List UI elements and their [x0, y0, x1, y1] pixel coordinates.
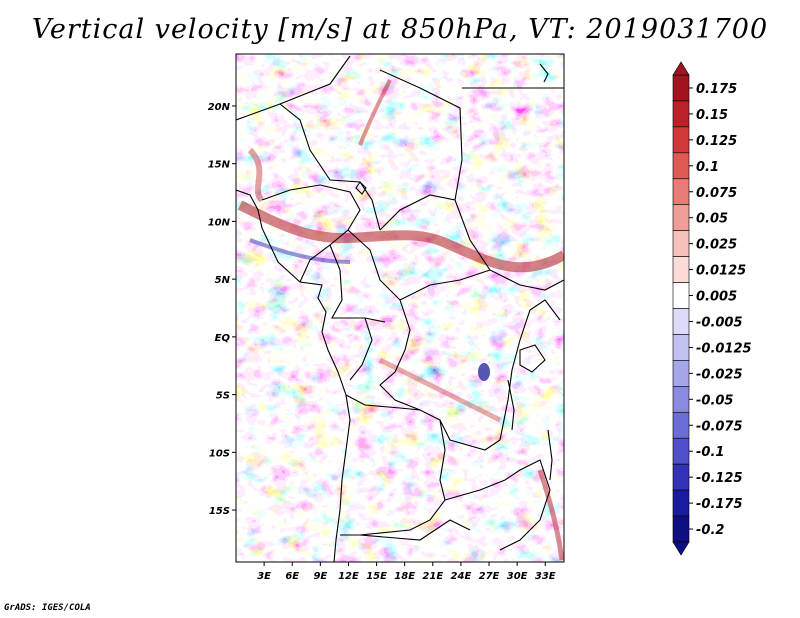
- border-angola: [345, 394, 421, 411]
- map-border: [235, 53, 565, 563]
- colorbar-swatch: [672, 489, 690, 517]
- colorbar-label: -0.2: [696, 523, 724, 538]
- colorbar-swatch: [672, 256, 690, 283]
- colorbar-label: 0.15: [696, 108, 728, 123]
- border-east: [499, 299, 561, 441]
- updraft-streak-congo: [378, 357, 502, 423]
- border-libya: [379, 69, 463, 201]
- longitude-axis: 3E 6E 9E 12E 15E 18E 21E 24E 27E 30E 33E: [257, 562, 556, 582]
- colorbar-swatch: [672, 463, 690, 491]
- colorbar-swatch: [672, 100, 690, 128]
- updraft-streak-se: [537, 469, 564, 561]
- lat-tick-label: 15S: [209, 506, 230, 517]
- lake-chad: [355, 181, 367, 195]
- lat-tick-label: 10N: [208, 217, 231, 228]
- colorbar-swatch: [672, 411, 690, 439]
- vertical-velocity-field: [236, 54, 564, 562]
- lat-tick-label: 5N: [215, 275, 231, 286]
- colorbar-label: -0.005: [696, 315, 743, 330]
- latitude-axis: 20N 15N 10N 5N EQ 5S 10S 15S: [208, 102, 236, 517]
- updraft-band: [237, 200, 564, 273]
- colorbar-swatch: [672, 360, 690, 387]
- map-frame: [235, 53, 565, 563]
- colorbar-label: -0.0125: [696, 341, 752, 356]
- lon-tick-label: 27E: [479, 571, 500, 582]
- chart-title: Vertical velocity [m/s] at 850hPa, VT: 2…: [31, 14, 769, 45]
- colorbar-label: 0.1: [696, 160, 719, 175]
- colorbar-swatch: [672, 74, 690, 102]
- colorbar-swatch: [672, 178, 690, 206]
- colorbar-swatch: [672, 126, 690, 154]
- lat-tick-label: EQ: [215, 333, 231, 344]
- colorbar-label: 0.125: [696, 134, 737, 149]
- colorbar-swatch: [672, 515, 690, 543]
- lon-tick-label: 12E: [338, 571, 359, 582]
- colorbar-swatch: [672, 152, 690, 180]
- colorbar-label: -0.075: [696, 419, 743, 434]
- colorbar-label: 0.005: [696, 290, 737, 305]
- updraft-band-north: [247, 147, 265, 203]
- colorbar-label: -0.025: [696, 367, 743, 382]
- colorbar-label: 0.0125: [696, 264, 746, 279]
- colorbar-label: 0.05: [696, 212, 728, 227]
- colorbar-swatch: [672, 308, 690, 335]
- colorbar-label: -0.175: [696, 497, 743, 512]
- colorbar-label: 0.175: [696, 82, 737, 97]
- field-overlays: [237, 79, 564, 561]
- colorbar-swatch: [672, 386, 690, 413]
- coastline: [236, 189, 351, 562]
- colorbar-label: 0.025: [696, 238, 737, 253]
- lat-tick-label: 5S: [216, 391, 230, 402]
- lon-tick-label: 33E: [535, 571, 556, 582]
- border-zambia: [444, 459, 551, 551]
- colorbar-bottom-arrow: [672, 541, 690, 556]
- border-nigeria: [261, 184, 361, 283]
- border-drc: [379, 299, 501, 451]
- downdraft-spot: [478, 363, 490, 381]
- grads-credit: GrADS: IGES/COLA: [4, 603, 91, 613]
- lat-tick-label: 10S: [209, 448, 230, 459]
- lon-tick-label: 24E: [451, 571, 472, 582]
- border-cameroon: [329, 244, 386, 323]
- lon-tick-label: 15E: [366, 571, 387, 582]
- colorbar-swatch: [672, 204, 690, 231]
- colorbar-swatch: [672, 334, 690, 361]
- lat-tick-label: 20N: [208, 102, 231, 113]
- border-chad-sudan: [379, 194, 564, 291]
- border-congo: [349, 317, 373, 381]
- lon-tick-label: 21E: [422, 571, 443, 582]
- coast-east: [539, 63, 549, 83]
- colorbar-swatch: [672, 282, 690, 309]
- lon-tick-label: 3E: [257, 571, 271, 582]
- lon-tick-label: 30E: [507, 571, 528, 582]
- updraft-streak-sahara: [358, 79, 392, 146]
- colorbar-label: 0.075: [696, 186, 737, 201]
- lon-tick-label: 9E: [313, 571, 327, 582]
- lake-tanganyika: [507, 379, 515, 431]
- border-niger-chad: [279, 103, 381, 231]
- lake-malawi: [547, 429, 553, 481]
- lon-tick-label: 6E: [285, 571, 299, 582]
- colorbar-swatch: [672, 437, 690, 465]
- colorbar-swatch: [672, 230, 690, 257]
- colorbar: 0.175 0.15 0.125 0.1 0.075 0.05 0.025 0.0125 0.0…: [672, 61, 752, 556]
- border-namibia: [359, 519, 471, 541]
- downdraft-streak: [249, 238, 351, 264]
- colorbar-top-arrow: [672, 61, 690, 76]
- lake-victoria: [519, 344, 546, 373]
- border-north: [236, 55, 351, 121]
- political-boundaries: [236, 55, 564, 562]
- colorbar-label: -0.1: [696, 445, 724, 460]
- colorbar-label: -0.125: [696, 471, 743, 486]
- border-angola-zambia: [340, 419, 446, 536]
- lon-tick-label: 18E: [394, 571, 415, 582]
- colorbar-label: -0.05: [696, 393, 733, 408]
- lat-tick-label: 15N: [208, 160, 231, 171]
